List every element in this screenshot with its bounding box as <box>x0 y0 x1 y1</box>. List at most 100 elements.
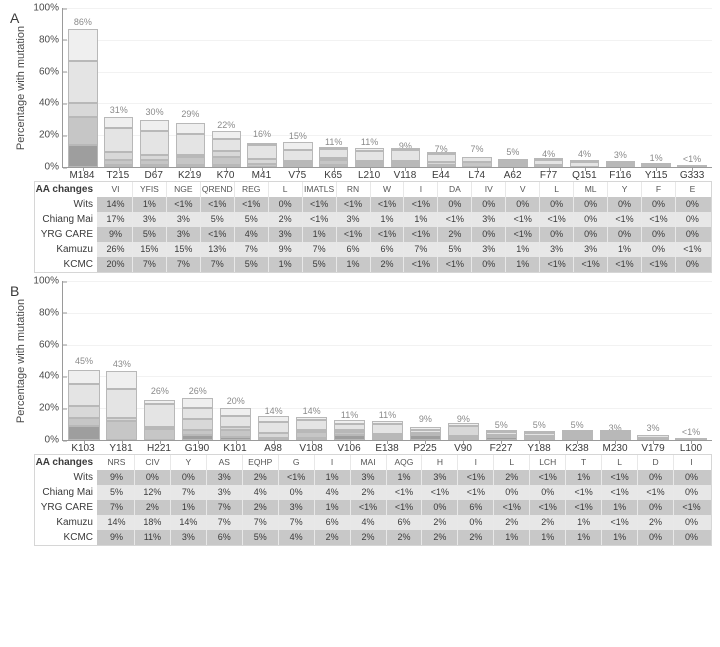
table-cell: 2% <box>422 515 458 530</box>
table-cell: 0% <box>472 257 506 272</box>
table-cell: 7% <box>167 257 201 272</box>
ytick: 60% <box>39 339 63 350</box>
bar-col: 26% <box>141 281 179 440</box>
aa-cell: I <box>404 182 438 197</box>
bar-toplabel: 16% <box>253 129 271 139</box>
bar-toplabel: 20% <box>227 396 245 406</box>
xtick <box>691 440 692 444</box>
aa-cells: NRSCIVYASEQHPGIMAIAQGHILLCHTLDI <box>97 455 711 470</box>
bar-toplabel: 43% <box>113 359 131 369</box>
row-cells: 14%1%<1%<1%<1%0%<1%<1%<1%<1%0%0%0%0%0%0%… <box>97 197 711 212</box>
bar-toplabel: 4% <box>542 149 555 159</box>
table-cell: 1% <box>303 227 337 242</box>
aa-cell: D <box>638 455 674 470</box>
bar-stack <box>355 148 384 167</box>
bar-col: 9% <box>387 8 423 167</box>
bar-segment <box>68 426 99 440</box>
table-cell: 7% <box>303 242 337 257</box>
bar-stack <box>68 370 99 440</box>
bar-toplabel: 22% <box>217 120 235 130</box>
table-cell: 0% <box>642 227 676 242</box>
row-cells: 17%3%3%5%5%2%<1%3%1%1%<1%3%<1%<1%0%<1%<1… <box>97 212 711 227</box>
bar-stack <box>372 421 403 440</box>
bar-col: 11% <box>316 8 352 167</box>
table-cell: 7% <box>404 242 438 257</box>
aa-cell: I <box>458 455 494 470</box>
table-row: Kamuzu14%18%14%7%7%7%6%4%6%2%0%2%2%1%<1%… <box>35 515 711 530</box>
table-cell: <1% <box>602 485 638 500</box>
bar-segment <box>68 406 99 417</box>
bar-toplabel: 31% <box>110 105 128 115</box>
aa-cells: VIYFISNGEQRENDREGLIMATLSRNWIDAIVVLMLYFE <box>97 182 711 197</box>
aa-cell: RN <box>337 182 371 197</box>
bar-col: 16% <box>244 8 280 167</box>
xtick <box>274 440 275 444</box>
bar-stack <box>334 420 365 440</box>
table-cell: <1% <box>642 257 676 272</box>
xtick <box>312 440 313 444</box>
table-row: Chiang Mai5%12%7%3%4%0%4%2%<1%<1%<1%0%0%… <box>35 485 711 500</box>
bar-segment <box>391 150 420 161</box>
table-row: KCMC20%7%7%7%5%1%5%1%2%<1%<1%0%1%<1%<1%<… <box>35 257 711 272</box>
table-cell: 3% <box>167 227 201 242</box>
bar-segment <box>68 117 97 144</box>
xtick <box>577 440 578 444</box>
table-row: Kamuzu26%15%15%13%7%9%7%6%6%7%5%3%1%3%3%… <box>35 242 711 257</box>
aa-cell: Y <box>171 455 207 470</box>
ylabel: Percentage with mutation <box>15 26 27 150</box>
bar-toplabel: 9% <box>457 414 470 424</box>
xtick <box>350 440 351 444</box>
xtick <box>692 167 693 171</box>
xtick <box>122 440 123 444</box>
aa-cell: REG <box>235 182 269 197</box>
aa-cell: E <box>676 182 709 197</box>
bar-col: 5% <box>482 281 520 440</box>
bar-segment <box>637 438 668 440</box>
table-cell: 0% <box>279 485 315 500</box>
bar-stack <box>677 165 706 167</box>
table-cell: <1% <box>438 212 472 227</box>
table-cell: 3% <box>472 242 506 257</box>
bar-stack <box>534 158 563 167</box>
bar-col: 45% <box>65 281 103 440</box>
table-cell: 0% <box>638 530 674 545</box>
table-cell: 2% <box>371 257 405 272</box>
bar-toplabel: 5% <box>495 420 508 430</box>
table-cell: 6% <box>387 515 423 530</box>
table-cell: 9% <box>269 242 303 257</box>
row-cells: 20%7%7%7%5%1%5%1%2%<1%<1%0%1%<1%<1%<1%<1… <box>97 257 711 272</box>
xtick <box>656 167 657 171</box>
bar-stack <box>448 423 479 440</box>
bar-toplabel: 26% <box>151 386 169 396</box>
xtick <box>198 440 199 444</box>
table-cell: 6% <box>337 242 371 257</box>
aa-cell: IV <box>472 182 506 197</box>
bar-stack <box>212 131 241 167</box>
table-cell: 0% <box>674 530 709 545</box>
xlabels: M184T215D67K219K70M41V75K65L210V118E44L7… <box>62 168 712 181</box>
table-cell: 3% <box>207 485 243 500</box>
bar-stack <box>498 159 527 167</box>
table-cell: <1% <box>566 500 602 515</box>
bar-segment <box>258 438 289 440</box>
table-cell: 3% <box>351 470 387 485</box>
table-cell: 5% <box>235 257 269 272</box>
xtick <box>226 167 227 171</box>
bar-segment <box>372 438 403 440</box>
table-cell: 2% <box>438 227 472 242</box>
table-cell: <1% <box>235 197 269 212</box>
table-cell: 0% <box>676 212 709 227</box>
table-cell: <1% <box>602 470 638 485</box>
xtick <box>155 167 156 171</box>
table-cell: 4% <box>315 485 351 500</box>
row-cells: 9%5%3%<1%4%3%1%<1%<1%<1%2%0%<1%0%0%0%0%0… <box>97 227 711 242</box>
ytick: 80% <box>39 307 63 318</box>
bar-col: 4% <box>531 8 567 167</box>
bar-stack <box>319 147 348 167</box>
table-cell: 0% <box>674 515 709 530</box>
table-cell: 1% <box>171 500 207 515</box>
bar-segment <box>247 145 276 159</box>
table-cell: 0% <box>472 197 506 212</box>
bar-segment <box>462 162 491 167</box>
table-cell: 0% <box>642 197 676 212</box>
